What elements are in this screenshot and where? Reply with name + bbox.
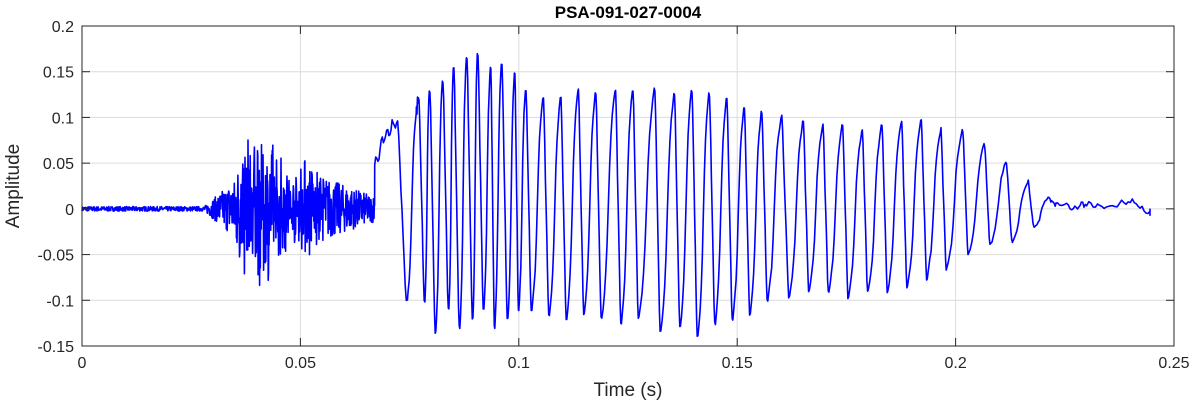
y-tick-label: 0.2 [52,19,74,36]
x-tick-label: 0 [78,355,87,372]
x-tick-label: 0.05 [285,355,316,372]
x-tick-label: 0.1 [508,355,530,372]
axes-box [81,25,1175,347]
axis-ticks [81,25,1175,347]
y-tick-label: -0.05 [38,248,75,265]
y-tick-label: 0.15 [43,65,74,82]
plot-area [81,52,1151,337]
y-tick-labels: -0.15 -0.1 -0.05 0 0.05 0.1 0.15 0.2 [38,19,75,356]
y-tick-label: 0.05 [43,156,74,173]
x-tick-label: 0.25 [1158,355,1189,372]
y-tick-label: 0 [65,202,74,219]
series-line-waveform [81,52,1151,337]
x-tick-label: 0.15 [722,355,753,372]
y-tick-label: -0.15 [38,339,75,356]
chart-title: PSA-091-027-0004 [555,3,702,22]
y-axis-label: Amplitude [3,144,24,229]
y-tick-label: 0.1 [52,110,74,127]
y-tick-label: -0.1 [46,293,74,310]
x-tick-labels: 0 0.05 0.1 0.15 0.2 0.25 [78,355,1190,372]
x-tick-label: 0.2 [944,355,966,372]
x-axis-label: Time (s) [594,380,663,401]
